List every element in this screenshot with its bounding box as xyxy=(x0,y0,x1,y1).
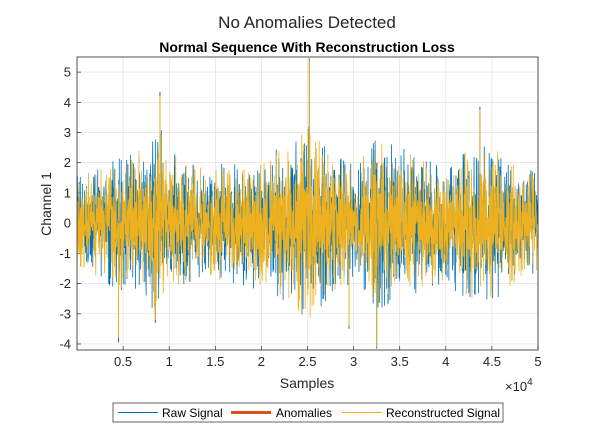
x-tick-label: 1 xyxy=(166,354,173,369)
x-tick-label: 2 xyxy=(258,354,265,369)
figure-super-title: No Anomalies Detected xyxy=(218,13,396,32)
y-tick-label: -4 xyxy=(59,336,71,351)
x-tick-label: 5 xyxy=(534,354,541,369)
x-tick-label: 4 xyxy=(442,354,449,369)
x-exponent-base: ×10 xyxy=(505,379,527,394)
legend: Raw Signal Anomalies Reconstructed Signa… xyxy=(112,402,504,423)
x-exponent-power: 4 xyxy=(527,377,533,388)
y-tick-label: 3 xyxy=(64,125,71,140)
y-tick-label: -2 xyxy=(59,276,71,291)
legend-box xyxy=(112,402,504,423)
x-tick-label: 0.5 xyxy=(114,354,132,369)
y-axis-label: Channel 1 xyxy=(38,172,54,236)
x-tick-label: 4.5 xyxy=(483,354,501,369)
y-tick-label: 1 xyxy=(64,185,71,200)
y-tick-label: -3 xyxy=(59,306,71,321)
signal-traces xyxy=(77,58,538,349)
legend-label-anomalies: Anomalies xyxy=(276,406,332,420)
x-tick-label: 2.5 xyxy=(298,354,316,369)
svg-text:×104: ×104 xyxy=(505,377,533,394)
x-tick-label: 1.5 xyxy=(206,354,224,369)
legend-label-reconstructed-signal: Reconstructed Signal xyxy=(386,406,500,420)
axes-box xyxy=(76,56,539,351)
y-tick-label: 0 xyxy=(64,216,71,231)
series-line-reconstructed-signal xyxy=(77,128,538,318)
x-exponent-label: ×104 xyxy=(505,377,533,394)
y-tick-label: 5 xyxy=(64,65,71,80)
y-tick-label: 2 xyxy=(64,155,71,170)
x-axis-label: Samples xyxy=(280,375,334,391)
y-tick-label: -1 xyxy=(59,246,71,261)
x-tick-label: 3.5 xyxy=(391,354,409,369)
tick-labels: 0.5 1 1.5 2 2.5 3 3.5 4 4.5 5 -4 -3 -2 -1 0 1 2 3 4 5 xyxy=(59,65,541,369)
y-tick-label: 4 xyxy=(64,95,71,110)
legend-label-raw-signal: Raw Signal xyxy=(162,406,223,420)
chart-title: Normal Sequence With Reconstruction Loss xyxy=(159,39,455,55)
x-tick-label: 3 xyxy=(350,354,357,369)
